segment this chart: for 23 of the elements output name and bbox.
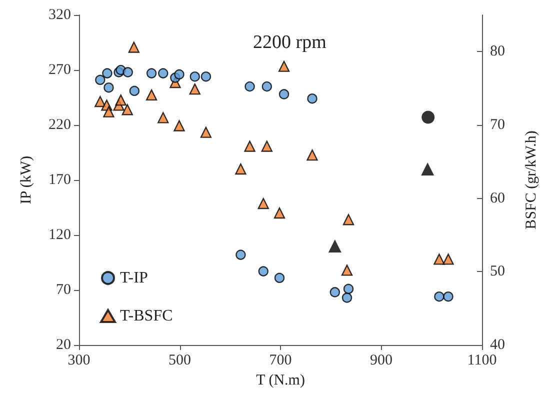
legend-label: T-IP (120, 270, 148, 286)
text: 2200 rpm (253, 32, 327, 53)
x-tick-label: 500 (168, 352, 191, 368)
x-tick-label: 300 (68, 352, 90, 368)
y2-tick-label: 40 (490, 337, 505, 353)
y-tick-label: 170 (48, 172, 71, 188)
y2-tick-label: 50 (490, 264, 505, 280)
y2-axis-title: BSFC (gr/kW.h) (524, 130, 540, 230)
y-tick-label: 120 (48, 227, 71, 243)
y-tick-label: 320 (48, 7, 71, 23)
x-tick-label: 700 (269, 352, 292, 368)
y-tick-label: 220 (48, 117, 71, 133)
y-tick-label: 20 (56, 337, 71, 353)
legend-label: T-BSFC (120, 308, 173, 324)
y2-tick-label: 60 (490, 190, 505, 206)
y2-tick-label: 70 (490, 117, 505, 133)
y-axis-title: IP (kW) (18, 156, 34, 204)
x-tick-label: 1100 (467, 352, 497, 368)
y-tick-label: 70 (56, 282, 71, 298)
y2-tick-label: 80 (490, 44, 505, 60)
x-axis-title: T (N.m) (256, 372, 305, 388)
x-tick-label: 900 (370, 352, 392, 368)
y-tick-label: 270 (48, 62, 71, 78)
